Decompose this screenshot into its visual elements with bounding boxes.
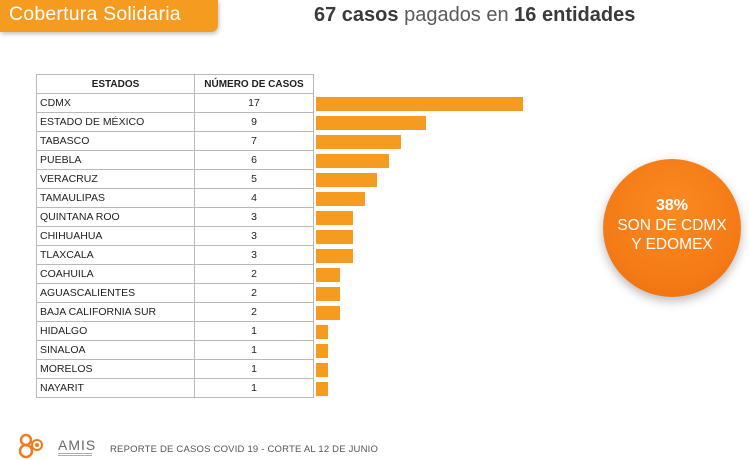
case-count: 1: [194, 359, 314, 379]
state-name: HIDALGO: [36, 321, 195, 341]
headline-entities: 16 entidades: [514, 4, 636, 26]
bar-aguascalientes: [316, 286, 341, 301]
case-count: 6: [194, 150, 314, 170]
bar-tabasco: [316, 134, 402, 149]
case-count: 3: [194, 226, 314, 246]
bar-veracruz: [316, 172, 377, 187]
state-name: QUINTANA ROO: [36, 207, 195, 227]
table-row: QUINTANA ROO 3: [36, 207, 314, 227]
column-header-cases: NÚMERO DE CASOS: [194, 74, 314, 94]
table-row: COAHUILA 2: [36, 264, 314, 284]
headline-total: 67 casos: [314, 4, 399, 26]
state-name: TABASCO: [36, 131, 195, 151]
callout-line-2: Y EDOMEX: [631, 236, 713, 253]
state-name: MORELOS: [36, 359, 195, 379]
case-count: 2: [194, 302, 314, 322]
bar-nayarit: [316, 381, 329, 396]
callout-percent: 38%: [655, 197, 689, 214]
bar-chart: [316, 94, 546, 398]
case-count: 2: [194, 264, 314, 284]
state-name: SINALOA: [36, 340, 195, 360]
state-name: AGUASCALIENTES: [36, 283, 195, 303]
bar-morelos: [316, 362, 329, 377]
logo-text: AMIS: [58, 437, 97, 453]
state-name: BAJA CALIFORNIA SUR: [36, 302, 195, 322]
percentage-callout: 38% SON DE CDMX Y EDOMEX: [603, 159, 741, 297]
case-count: 1: [194, 321, 314, 341]
state-name: PUEBLA: [36, 150, 195, 170]
footer-report: REPORTE DE CASOS COVID 19 - CORTE AL 12 …: [110, 444, 379, 455]
table-row: PUEBLA 6: [36, 150, 314, 170]
case-count: 7: [194, 131, 314, 151]
table-row: HIDALGO 1: [36, 321, 314, 341]
state-name: CHIHUAHUA: [36, 226, 195, 246]
bar-cdmx: [316, 96, 523, 111]
table-row: BAJA CALIFORNIA SUR 2: [36, 302, 314, 322]
bar-chihuahua: [316, 229, 353, 244]
case-count: 9: [194, 112, 314, 132]
table-row: SINALOA 1: [36, 340, 314, 360]
state-name: NAYARIT: [36, 378, 195, 398]
state-name: TLAXCALA: [36, 245, 195, 265]
bar-estado-de-m-xico: [316, 115, 426, 130]
state-name: TAMAULIPAS: [36, 188, 195, 208]
bar-tlaxcala: [316, 248, 353, 263]
table-row: CDMX 17: [36, 93, 314, 113]
case-count: 1: [194, 378, 314, 398]
state-name: COAHUILA: [36, 264, 195, 284]
section-tag-label: Cobertura Solidaria: [9, 3, 181, 25]
bar-quintana-roo: [316, 210, 353, 225]
table-row: TABASCO 7: [36, 131, 314, 151]
cases-table: ESTADOS NÚMERO DE CASOS CDMX 17 ESTADO DE …: [36, 74, 314, 398]
table-row: NAYARIT 1: [36, 378, 314, 398]
table-row: MORELOS 1: [36, 359, 314, 379]
bar-baja-california-sur: [316, 305, 341, 320]
case-count: 17: [194, 93, 314, 113]
amis-logo-icon: [18, 433, 43, 459]
case-count: 4: [194, 188, 314, 208]
table-row: VERACRUZ 5: [36, 169, 314, 189]
table-row: AGUASCALIENTES 2: [36, 283, 314, 303]
page-headline: 67 casos pagados en 16 entidades: [314, 4, 635, 27]
bar-sinaloa: [316, 343, 329, 358]
state-name: CDMX: [36, 93, 195, 113]
case-count: 3: [194, 245, 314, 265]
case-count: 2: [194, 283, 314, 303]
bar-coahuila: [316, 267, 341, 282]
bar-tamaulipas: [316, 191, 365, 206]
case-count: 5: [194, 169, 314, 189]
state-name: ESTADO DE MÉXICO: [36, 112, 195, 132]
section-tag: Cobertura Solidaria: [0, 0, 218, 32]
headline-middle: pagados en: [398, 4, 515, 26]
column-header-states: ESTADOS: [36, 74, 195, 94]
state-name: VERACRUZ: [36, 169, 195, 189]
callout-line-1: SON DE CDMX: [617, 217, 727, 234]
case-count: 3: [194, 207, 314, 227]
table-header-row: ESTADOS NÚMERO DE CASOS: [36, 74, 314, 94]
table-row: ESTADO DE MÉXICO 9: [36, 112, 314, 132]
table-row: TAMAULIPAS 4: [36, 188, 314, 208]
table-row: CHIHUAHUA 3: [36, 226, 314, 246]
logo-subtitle-lines: [58, 453, 92, 458]
bar-puebla: [316, 153, 390, 168]
bar-hidalgo: [316, 324, 329, 339]
case-count: 1: [194, 340, 314, 360]
table-row: TLAXCALA 3: [36, 245, 314, 265]
